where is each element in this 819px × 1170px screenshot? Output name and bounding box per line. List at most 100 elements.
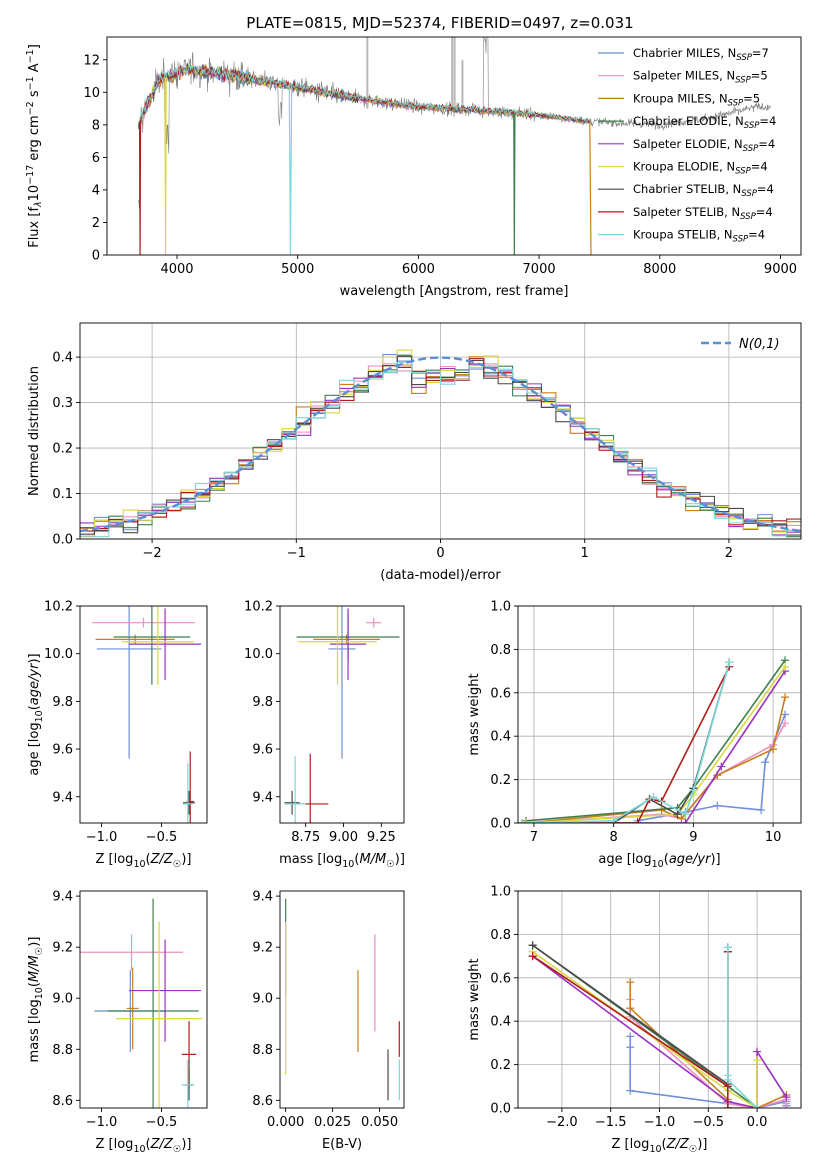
spectrum-masked-dip (164, 76, 167, 255)
mass_vs_Z-y-label: mass [log10(M/M☉)] (27, 937, 45, 1063)
y-tick-label: 1.0 (490, 600, 511, 615)
weight-marker-salp_miles (781, 719, 790, 728)
mass_vs_ebv-x-label: E(B-V) (322, 1137, 362, 1152)
weight-marker-krou_elodie (753, 1056, 762, 1065)
weight-marker-krou_stelib (753, 1104, 762, 1108)
x-tick-label: −0.5 (146, 1115, 178, 1130)
age_vs_Z-x-label: Z [log10(Z/Z☉)] (96, 852, 192, 870)
weight-line-salp_elodie (525, 670, 786, 823)
ticks-mass_vs_ebv: 0.000 0.025 0.050 8.6 8.8 9.0 9.2 9.4 (252, 890, 405, 1130)
y-tick-label: 0.4 (52, 351, 73, 366)
weight-marker-salp_stelib (723, 1104, 732, 1108)
y-tick-label: 10.2 (44, 600, 73, 615)
ticks-age_vs_Z: −1.0 −0.5 9.4 9.6 9.8 10.0 10.2 (44, 600, 208, 845)
weight-marker-chab_miles (757, 805, 766, 814)
y-tick-label: 0.2 (490, 773, 511, 788)
weight-marker-krou_elodie (781, 662, 790, 671)
y-tick-label: 9.4 (252, 890, 273, 905)
y-tick-label: 8.6 (252, 1094, 273, 1109)
axes-frame (106, 36, 802, 256)
x-tick-label: 0.0 (747, 1115, 768, 1130)
y-tick-label: 1.0 (490, 885, 511, 900)
weight-marker-salp_stelib (633, 819, 642, 823)
residuals-x-label: (data-model)/error (380, 568, 501, 583)
x-tick-label: 2 (725, 546, 733, 561)
x-tick-label: −1.5 (595, 1115, 627, 1130)
y-tick-label: 9.4 (52, 790, 73, 805)
spectrum-x-label: wavelength [Angstrom, rest frame] (340, 284, 569, 299)
errorbar-salp_elodie (329, 608, 367, 680)
axes-weight_vs_Z (518, 890, 801, 1109)
x-tick-label: −0.5 (146, 830, 178, 845)
x-tick-label: 9.25 (367, 830, 396, 845)
weight_vs_Z-x-label: Z [log10(Z/Z☉)] (612, 1137, 708, 1155)
x-tick-label: 8000 (643, 262, 676, 277)
residuals-y-label: Normed distribution (27, 366, 42, 496)
weight-marker-salp_elodie (753, 1047, 762, 1056)
errorbar-salp_stelib (181, 1021, 197, 1088)
weight-marker-krou_miles (626, 1004, 635, 1013)
axes-frame (279, 605, 405, 824)
age_vs_Z-y-label: age [log10(age/yr)] (27, 653, 45, 775)
axes-frame (79, 890, 208, 1109)
y-tick-label: 9.8 (52, 695, 73, 710)
ticks-mass_vs_Z: −1.0 −0.5 8.6 8.8 9.0 9.2 9.4 (52, 890, 208, 1130)
y-tick-label: 0.2 (52, 442, 73, 457)
y-tick-label: 0.3 (52, 396, 73, 411)
y-tick-label: 9.8 (252, 695, 273, 710)
weight-line-krou_elodie (525, 666, 786, 823)
legend-label-chab_miles: Chabrier MILES, NSSP=7 (633, 46, 769, 63)
errorbar-chab_stelib (183, 790, 196, 815)
y-tick-label: 0 (92, 249, 100, 264)
mass_vs_Z-x-label: Z [log10(Z/Z☉)] (96, 1137, 192, 1155)
errorbar-krou_miles (95, 634, 175, 645)
x-tick-label: 10 (765, 830, 782, 845)
legend-label-salp_miles: Salpeter MILES, NSSP=5 (633, 69, 768, 86)
spectrum-y-label: Flux [fλ10−17 erg cm−2 s−1 A−1] (25, 44, 44, 248)
y-tick-label: 9.2 (52, 941, 73, 956)
mass_vs_ebv-plot (285, 898, 400, 1101)
axes-frame (79, 605, 208, 824)
axes-age_vs_mass (284, 606, 400, 823)
axes-mass_vs_Z (80, 898, 203, 1108)
y-tick-label: 9.0 (52, 992, 73, 1007)
weight-marker-krou_stelib (609, 816, 618, 823)
weight-line-krou_miles (525, 696, 786, 823)
errorbar-chab_elodie (113, 606, 191, 685)
x-tick-label: 0.025 (314, 1115, 351, 1130)
x-tick-label: −2.0 (546, 1115, 578, 1130)
errorbar-krou_elodie (121, 606, 194, 685)
weight-marker-chab_miles (626, 1032, 635, 1041)
errorbar-chab_miles (96, 606, 162, 759)
legend-label-krou_miles: Kroupa MILES, NSSP=5 (633, 91, 760, 108)
legend-label-chab_elodie: Chabrier ELODIE, NSSP=4 (633, 114, 776, 131)
weight_vs_age-x-label: age [log10(age/yr)] (598, 852, 720, 870)
y-tick-label: 8.8 (252, 1043, 273, 1058)
y-tick-label: 8.8 (52, 1043, 73, 1058)
weight-marker-krou_stelib (649, 792, 658, 801)
y-tick-label: 9.6 (52, 743, 73, 758)
residuals-legend: N(0,1) (701, 337, 780, 352)
spectrum-masked-dip (138, 120, 142, 255)
errorbar-chab_miles (328, 606, 356, 759)
residual-hist-krou_stelib (80, 361, 801, 538)
weight-marker-chab_stelib (528, 941, 537, 950)
y-tick-label: 2 (92, 216, 100, 231)
y-tick-label: 0.4 (490, 730, 511, 745)
weight-marker-salp_elodie (681, 819, 690, 823)
x-tick-label: 0.050 (361, 1115, 398, 1130)
y-tick-label: 10.0 (44, 647, 73, 662)
y-tick-label: 9.4 (52, 890, 73, 905)
age_vs_mass-x-label: mass [log10(M/M☉)] (279, 852, 405, 870)
y-tick-label: 0.8 (490, 928, 511, 943)
x-tick-label: 9.00 (329, 830, 358, 845)
y-tick-label: 10.2 (244, 600, 273, 615)
y-tick-label: 10 (83, 86, 100, 101)
y-tick-label: 0.1 (52, 487, 73, 502)
x-tick-label: 1 (581, 546, 589, 561)
ticks-residuals: −2 −1 0 1 2 0.0 0.1 0.2 0.3 0.4 (52, 322, 802, 561)
y-tick-label: 6 (92, 151, 100, 166)
weight-marker-chab_miles (626, 1086, 635, 1095)
y-tick-label: 12 (83, 53, 100, 68)
weight-marker-krou_stelib (518, 819, 526, 823)
